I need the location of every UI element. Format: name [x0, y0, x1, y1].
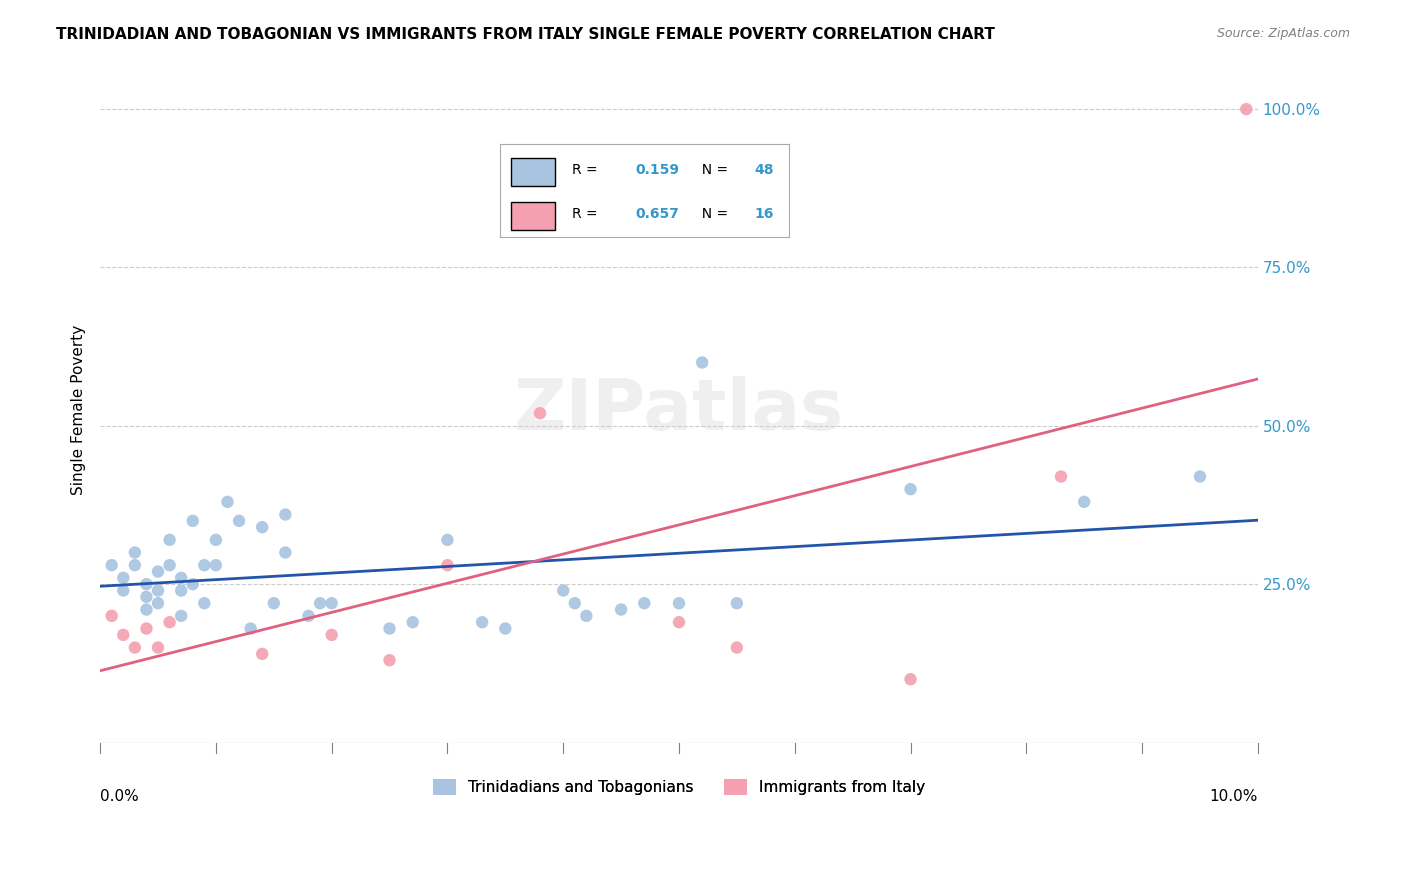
Point: [112, 628, 135, 642]
Point: [274, 545, 297, 559]
Point: [309, 596, 332, 610]
Point: [146, 640, 169, 655]
Point: [900, 482, 922, 496]
Point: [900, 672, 922, 686]
Point: [159, 533, 181, 547]
Y-axis label: Single Female Poverty: Single Female Poverty: [72, 325, 86, 495]
Text: 0.0%: 0.0%: [100, 789, 139, 804]
Point: [146, 565, 169, 579]
Point: [124, 545, 146, 559]
Legend: Trinidadians and Tobagonians, Immigrants from Italy: Trinidadians and Tobagonians, Immigrants…: [426, 773, 931, 801]
Point: [553, 583, 575, 598]
Point: [135, 590, 157, 604]
Point: [263, 596, 285, 610]
Point: [297, 608, 319, 623]
Point: [471, 615, 494, 630]
Point: [402, 615, 425, 630]
Point: [1234, 102, 1257, 116]
Point: [159, 558, 181, 573]
Point: [436, 533, 458, 547]
Point: [250, 647, 273, 661]
Point: [494, 622, 516, 636]
Point: [181, 577, 204, 591]
Point: [159, 615, 181, 630]
Point: [436, 558, 458, 573]
Point: [112, 571, 135, 585]
Point: [1073, 495, 1095, 509]
Point: [228, 514, 250, 528]
Point: [610, 602, 633, 616]
Point: [725, 640, 748, 655]
Point: [668, 615, 690, 630]
Point: [205, 558, 228, 573]
Point: [181, 514, 204, 528]
Point: [146, 596, 169, 610]
Point: [239, 622, 262, 636]
Point: [321, 596, 343, 610]
Point: [146, 583, 169, 598]
Text: TRINIDADIAN AND TOBAGONIAN VS IMMIGRANTS FROM ITALY SINGLE FEMALE POVERTY CORREL: TRINIDADIAN AND TOBAGONIAN VS IMMIGRANTS…: [56, 27, 995, 42]
Point: [124, 558, 146, 573]
Text: 10.0%: 10.0%: [1209, 789, 1258, 804]
Point: [170, 571, 193, 585]
Point: [564, 596, 586, 610]
Point: [378, 622, 401, 636]
Text: ZIPatlas: ZIPatlas: [515, 376, 844, 444]
Point: [378, 653, 401, 667]
Point: [1188, 469, 1211, 483]
Point: [217, 495, 239, 509]
Point: [100, 608, 122, 623]
Point: [633, 596, 655, 610]
Point: [170, 583, 193, 598]
Point: [193, 596, 215, 610]
Point: [205, 533, 228, 547]
Text: Source: ZipAtlas.com: Source: ZipAtlas.com: [1216, 27, 1350, 40]
Point: [124, 640, 146, 655]
Point: [725, 596, 748, 610]
Point: [321, 628, 343, 642]
Point: [112, 583, 135, 598]
Point: [250, 520, 273, 534]
Point: [1050, 469, 1073, 483]
Point: [100, 558, 122, 573]
Point: [575, 608, 598, 623]
Point: [529, 406, 551, 420]
Point: [274, 508, 297, 522]
Point: [668, 596, 690, 610]
Point: [135, 602, 157, 616]
Point: [690, 355, 713, 369]
Point: [135, 622, 157, 636]
Point: [135, 577, 157, 591]
Point: [170, 608, 193, 623]
Point: [193, 558, 215, 573]
